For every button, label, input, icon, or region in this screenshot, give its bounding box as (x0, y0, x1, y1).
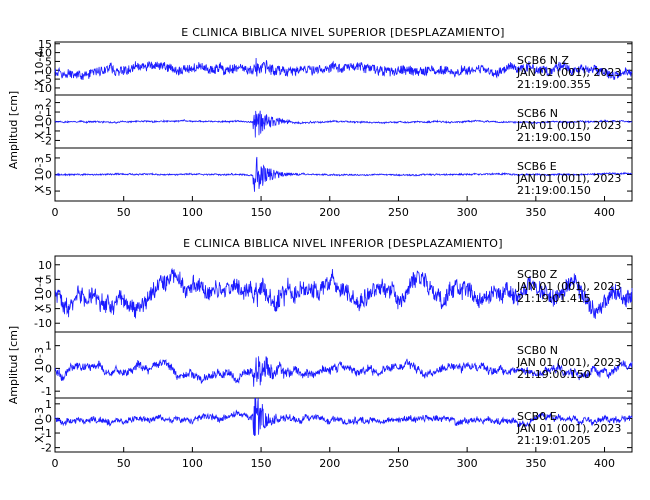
channel-label: SCB6 N (517, 107, 558, 120)
seismic-trace-line (54, 110, 633, 138)
y-tick-label: 0 (45, 412, 52, 425)
seismic-trace-line (54, 267, 633, 319)
x-tick-label: 250 (388, 457, 409, 470)
y-tick-label: 2 (45, 97, 52, 110)
time-label: 21:19:00.150 (517, 131, 591, 144)
x-tick-label: 300 (457, 206, 478, 219)
y-tick-label: 0 (45, 288, 52, 301)
x-tick-label: 50 (117, 206, 131, 219)
x-tick-label: 200 (319, 206, 340, 219)
seismic-trace-line (54, 356, 633, 387)
y-tick-label: 5 (45, 55, 52, 68)
y-axis-label-upper: Amplitud [cm] (7, 91, 20, 169)
y-tick-label: 10 (38, 259, 52, 272)
seismic-trace-line (54, 57, 633, 80)
channel-label: SCB0 E (517, 410, 557, 423)
channel-label: SCB0 Z (517, 268, 558, 281)
x-tick-label: 50 (117, 457, 131, 470)
x-tick-label: 200 (319, 457, 340, 470)
x-axis-upper: 0 50 100 150 200 250 300 350 400 (52, 196, 615, 219)
channel-label: SCB6 N Z (517, 54, 569, 67)
x-tick-label: 150 (251, 206, 272, 219)
y-tick-label: -10 (34, 82, 52, 95)
x-tick-label: 350 (525, 457, 546, 470)
y-tick-label: 5 (45, 152, 52, 165)
y-tick-label: 1 (45, 106, 52, 119)
y-tick-label: -1 (41, 427, 52, 440)
y-scale-label: X 10-3 (33, 347, 46, 383)
panel-frame (54, 397, 633, 453)
date-label: JAN 01 (001), 2023 (516, 356, 621, 369)
x-tick-label: 250 (388, 206, 409, 219)
y-axis-label-lower: Amplitud [cm] (7, 326, 20, 404)
seismic-trace-line (55, 156, 633, 192)
y-tick-label: 15 (38, 38, 52, 51)
date-label: JAN 01 (001), 2023 (516, 280, 621, 293)
y-tick-label: 0 (45, 116, 52, 129)
x-tick-label: 0 (52, 457, 59, 470)
chart-title-lower: E CLINICA BIBLICA NIVEL INFERIOR [DESPLA… (183, 237, 503, 250)
x-tick-label: 400 (594, 457, 615, 470)
y-tick-label: -5 (41, 73, 52, 86)
chart-lower: E CLINICA BIBLICA NIVEL INFERIOR [DESPLA… (7, 237, 633, 470)
x-tick-label: 100 (182, 457, 203, 470)
seismic-trace-line (54, 397, 633, 437)
chart-upper: E CLINICA BIBLICA NIVEL SUPERIOR [DESPLA… (7, 26, 633, 219)
x-tick-label: 300 (457, 457, 478, 470)
time-label: 21:19:00.150 (517, 368, 591, 381)
y-scale-label: X 10-4 (33, 276, 46, 312)
y-tick-label: -1 (41, 385, 52, 398)
y-scale-label: X 10-3 (33, 407, 46, 443)
y-tick-label: -5 (41, 303, 52, 316)
time-label: 21:19:01.415 (517, 292, 591, 305)
time-label: 21:19:01.205 (517, 434, 591, 447)
y-tick-label: -2 (41, 442, 52, 455)
y-tick-label: 0 (45, 362, 52, 375)
y-tick-label: 5 (45, 273, 52, 286)
channel-label: SCB6 E (517, 160, 557, 173)
y-tick-label: 0 (45, 64, 52, 77)
y-tick-label: 1 (45, 398, 52, 411)
y-tick-label: -1 (41, 125, 52, 138)
x-tick-label: 150 (251, 457, 272, 470)
y-scale-label: X 10-3 (33, 157, 46, 193)
chart-title-upper: E CLINICA BIBLICA NIVEL SUPERIOR [DESPLA… (181, 26, 505, 39)
channel-label: SCB0 N (517, 344, 558, 357)
x-axis-lower: 0 50 100 150 200 250 300 350 400 (52, 447, 615, 470)
y-scale-label: X 10-4 (33, 51, 46, 87)
date-label: JAN 01 (001), 2023 (516, 422, 621, 435)
y-tick-label: -2 (41, 134, 52, 147)
x-tick-label: 0 (52, 206, 59, 219)
x-tick-label: 100 (182, 206, 203, 219)
time-label: 21:19:00.150 (517, 184, 591, 197)
time-label: 21:19:00.355 (517, 78, 591, 91)
y-tick-label: 10 (38, 47, 52, 60)
y-scale-label: X 10-3 (33, 104, 46, 140)
y-tick-label: 1 (45, 340, 52, 353)
x-tick-label: 350 (525, 206, 546, 219)
date-label: JAN 01 (001), 2023 (516, 66, 621, 79)
date-label: JAN 01 (001), 2023 (516, 172, 621, 185)
y-tick-label: -10 (34, 317, 52, 330)
date-label: JAN 01 (001), 2023 (516, 119, 621, 132)
x-tick-label: 400 (594, 206, 615, 219)
y-tick-label: 0 (45, 169, 52, 182)
y-tick-label: -5 (41, 185, 52, 198)
